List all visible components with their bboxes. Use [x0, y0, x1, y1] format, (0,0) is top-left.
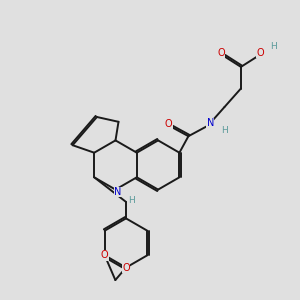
Text: O: O: [164, 119, 172, 129]
Text: H: H: [271, 42, 277, 51]
Text: N: N: [207, 118, 214, 128]
Text: O: O: [101, 250, 109, 260]
Text: H: H: [128, 196, 134, 205]
Text: O: O: [122, 262, 130, 273]
Text: O: O: [256, 48, 264, 58]
Text: O: O: [217, 48, 225, 58]
Text: H: H: [221, 126, 228, 135]
Text: N: N: [114, 187, 122, 197]
